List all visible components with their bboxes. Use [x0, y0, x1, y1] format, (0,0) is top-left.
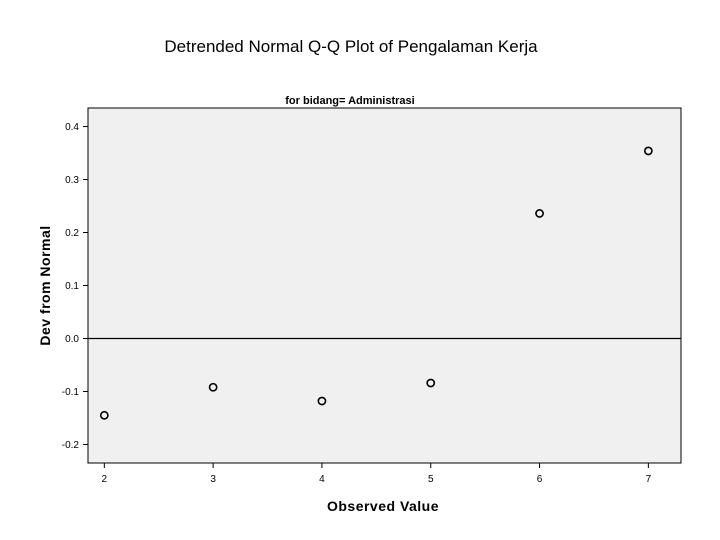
data-point	[317, 396, 327, 406]
data-point	[643, 146, 653, 156]
chart-subtitle: for bidang= Administrasi	[285, 95, 414, 107]
x-tick-label: 5	[428, 474, 434, 485]
x-tick-label: 7	[646, 474, 652, 485]
y-axis-ticks: -0.2 -0.1 0.0 0.1 0.2 0.3 0.4	[62, 122, 88, 451]
x-tick-label: 2	[102, 474, 108, 485]
x-axis-ticks: 2 3 4 5 6 7	[102, 463, 652, 485]
y-axis-title: Dev from Normal	[37, 225, 53, 345]
chart-title: Detrended Normal Q-Q Plot of Pengalaman …	[164, 37, 538, 56]
y-tick-label: 0.3	[65, 175, 79, 186]
x-tick-label: 3	[210, 474, 216, 485]
data-points	[99, 146, 653, 420]
x-axis-title: Observed Value	[327, 498, 439, 514]
x-tick-label: 6	[537, 474, 543, 485]
y-tick-label: 0.0	[65, 334, 79, 345]
x-tick-label: 4	[319, 474, 325, 485]
y-tick-label: 0.2	[65, 228, 79, 239]
y-tick-label: 0.4	[65, 122, 79, 133]
y-tick-label: -0.1	[62, 387, 80, 398]
data-point	[208, 382, 218, 392]
y-tick-label: 0.1	[65, 281, 79, 292]
plot-area	[87, 107, 682, 464]
data-point	[99, 410, 109, 420]
data-point	[535, 209, 544, 218]
y-tick-label: -0.2	[62, 440, 80, 451]
data-point	[426, 378, 436, 388]
